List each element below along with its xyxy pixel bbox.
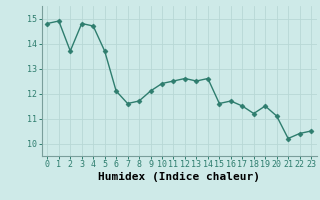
X-axis label: Humidex (Indice chaleur): Humidex (Indice chaleur) — [98, 172, 260, 182]
